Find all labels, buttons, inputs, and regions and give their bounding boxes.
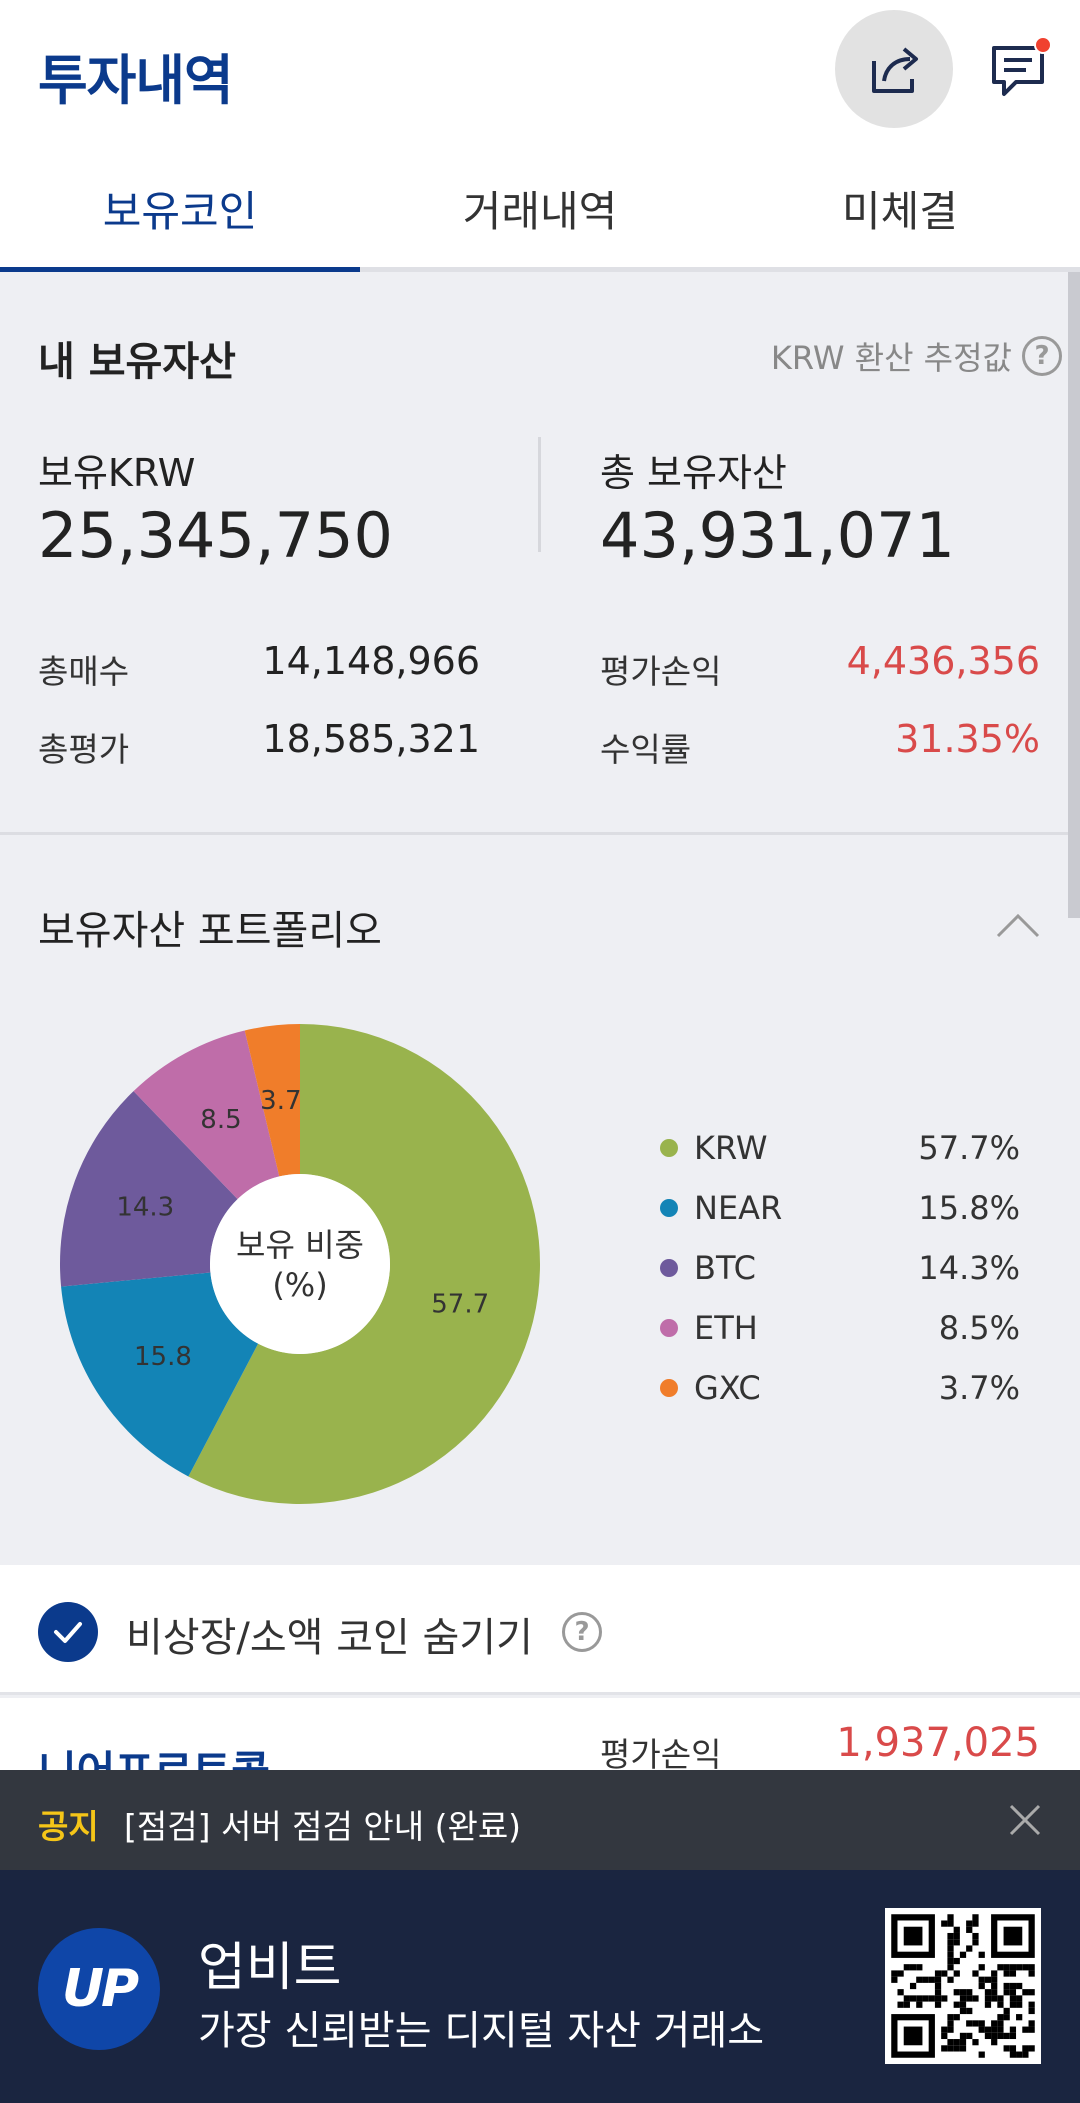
scrollbar[interactable] — [1068, 272, 1080, 918]
legend-item-eth: ETH 8.5% — [660, 1298, 1020, 1358]
notification-dot — [1034, 36, 1052, 54]
chevron-up-icon[interactable] — [996, 910, 1040, 940]
krw-note[interactable]: KRW 환산 추정값 ? — [771, 333, 1062, 379]
pnl-value: 4,436,356 — [846, 639, 1040, 683]
legend-item-near: NEAR 15.8% — [660, 1178, 1020, 1238]
legend-pct: 3.7% — [938, 1369, 1020, 1407]
legend-item-gxc: GXC 3.7% — [660, 1358, 1020, 1418]
pie-slice-eth — [133, 1030, 280, 1200]
help-icon[interactable]: ? — [1022, 336, 1062, 376]
divider — [538, 437, 541, 552]
pie-slice-near — [61, 1272, 259, 1477]
hide-small-coins-label[interactable]: 비상장/소액 코인 숨기기 — [126, 1615, 533, 1661]
tab-pending[interactable]: 미체결 — [842, 187, 958, 236]
total-eval-label: 총평가 — [38, 730, 130, 769]
legend-dot — [660, 1139, 678, 1157]
pie-center-label-2: (%) — [272, 1266, 328, 1304]
legend-item-btc: BTC 14.3% — [660, 1238, 1020, 1298]
pie-label-eth: 8.5 — [200, 1105, 241, 1135]
legend-pct: 15.8% — [918, 1189, 1020, 1227]
close-icon[interactable] — [1005, 1800, 1045, 1840]
legend-pct: 57.7% — [918, 1129, 1020, 1167]
total-buy-value: 14,148,966 — [262, 639, 480, 683]
total-assets-label: 총 보유자산 — [600, 451, 787, 495]
coin-pnl-value: 1,937,025 — [836, 1720, 1040, 1766]
pie-hole — [210, 1174, 390, 1354]
coin-name: 니어프로토콜 — [38, 1738, 270, 1770]
legend-pct: 8.5% — [938, 1309, 1020, 1347]
share-button[interactable] — [835, 10, 953, 128]
notice-bar[interactable]: 공지 [점검] 서버 점검 안내 (완료) — [0, 1770, 1080, 1870]
section-divider — [0, 832, 1068, 835]
total-buy-label: 총매수 — [38, 652, 130, 691]
hide-small-coins-bar: 비상장/소액 코인 숨기기 ? — [0, 1565, 1080, 1695]
pie-label-near: 15.8 — [134, 1342, 192, 1372]
notice-tag: 공지 — [38, 1807, 99, 1846]
portfolio-title: 보유자산 포트폴리오 — [38, 908, 382, 954]
coin-row[interactable]: 니어프로토콜 평가손익 1,937,025 — [0, 1698, 1080, 1770]
legend-name: ETH — [694, 1309, 758, 1347]
tab-bar: 보유코인 거래내역 미체결 — [0, 150, 1080, 272]
check-icon — [54, 1622, 82, 1643]
total-assets-value: 43,931,071 — [600, 499, 955, 572]
pie-label-krw: 57.7 — [431, 1290, 489, 1320]
portfolio-pie-chart: 57.7 15.8 14.3 8.5 3.7 — [60, 1024, 540, 1504]
pie-center-label-1: 보유 비중 — [236, 1226, 364, 1264]
pie-label-gxc: 3.7 — [260, 1086, 301, 1116]
pie-slice-btc — [60, 1091, 238, 1287]
banner-slogan: 가장 신뢰받는 디지털 자산 거래소 — [198, 2008, 765, 2054]
legend-item-krw: KRW 57.7% — [660, 1118, 1020, 1178]
pie-slice-gxc — [244, 1024, 300, 1177]
notice-text[interactable]: [점검] 서버 점검 안내 (완료) — [124, 1807, 522, 1846]
total-eval-value: 18,585,321 — [262, 717, 480, 761]
coin-pnl-label: 평가손익 — [600, 1735, 722, 1770]
upbit-logo: UP — [38, 1928, 160, 2050]
share-icon — [872, 47, 918, 93]
pie-slice-krw — [188, 1024, 540, 1504]
chat-button[interactable] — [978, 30, 1058, 110]
legend-pct: 14.3% — [918, 1249, 1020, 1287]
asset-summary: 내 보유자산 KRW 환산 추정값 ? 보유KRW 25,345,750 총 보… — [0, 277, 1068, 832]
page-title: 투자내역 — [38, 49, 234, 112]
held-krw-label: 보유KRW — [38, 451, 196, 495]
rate-value: 31.35% — [895, 717, 1040, 761]
legend-name: NEAR — [694, 1189, 783, 1227]
legend-dot — [660, 1319, 678, 1337]
legend-dot — [660, 1259, 678, 1277]
legend-name: GXC — [694, 1369, 761, 1407]
app-banner[interactable]: UP 업비트 가장 신뢰받는 디지털 자산 거래소 — [0, 1870, 1080, 2103]
banner-brand: 업비트 — [198, 1938, 342, 1998]
legend-dot — [660, 1379, 678, 1397]
portfolio-legend: KRW 57.7% NEAR 15.8% BTC 14.3% ETH 8.5% … — [660, 1118, 1020, 1418]
pnl-label: 평가손익 — [600, 652, 722, 691]
held-krw-value: 25,345,750 — [38, 499, 393, 572]
krw-note-label: KRW 환산 추정값 — [770, 339, 1012, 377]
pie-label-btc: 14.3 — [116, 1193, 174, 1223]
tab-history[interactable]: 거래내역 — [462, 187, 618, 236]
qr-code-icon — [885, 1908, 1041, 2064]
legend-dot — [660, 1199, 678, 1217]
tab-holdings[interactable]: 보유코인 — [0, 150, 360, 272]
rate-label: 수익률 — [600, 730, 692, 769]
hide-small-coins-checkbox[interactable] — [38, 1602, 98, 1662]
app-header: 투자내역 — [0, 0, 1080, 150]
legend-name: KRW — [694, 1129, 768, 1167]
pie-center-label: 보유 비중 (%) — [210, 1175, 390, 1355]
legend-name: BTC — [694, 1249, 756, 1287]
help-icon[interactable]: ? — [562, 1612, 602, 1652]
summary-title: 내 보유자산 — [38, 339, 236, 385]
